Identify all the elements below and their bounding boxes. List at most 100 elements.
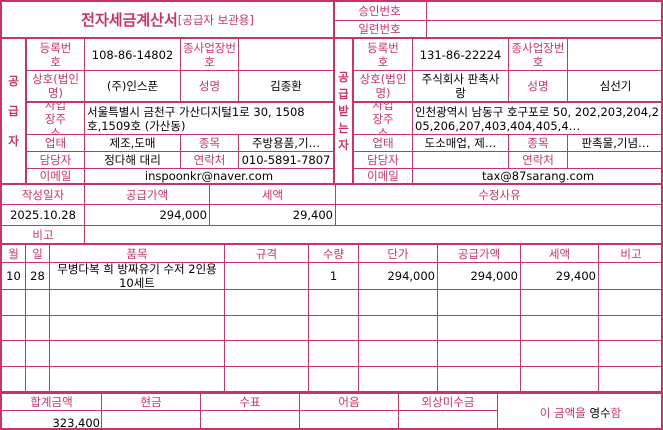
item-spec <box>225 263 309 290</box>
item-note <box>599 263 661 290</box>
empty-item-cell <box>521 290 599 316</box>
supplier-email: inspoonkr@naver.com <box>85 169 335 185</box>
buyer-biz-item-label: 종목 <box>509 135 568 152</box>
tax-amount-label: 세액 <box>210 185 336 205</box>
empty-item-cell <box>309 366 359 392</box>
supplier-contact: 010-5891-7807 <box>239 152 335 169</box>
approval-no <box>427 2 661 21</box>
buyer-manager <box>413 152 509 169</box>
col-month: 월 <box>2 245 26 263</box>
buyer-ceo-label: 성명 <box>509 71 568 103</box>
empty-item-cell <box>26 366 50 392</box>
serial-no <box>427 21 661 39</box>
buyer-reg-no-label: 등록번호 <box>354 39 413 71</box>
empty-item-cell <box>50 366 225 392</box>
buyer-sub-biz-no <box>568 39 661 71</box>
serial-no-label: 일련번호 <box>333 21 427 39</box>
empty-item-cell <box>50 315 225 341</box>
empty-item-cell <box>359 315 438 341</box>
title-sub: [공급자 보관용] <box>177 12 254 27</box>
item-unit-price: 294,000 <box>359 263 438 290</box>
bill-amount <box>300 411 399 428</box>
total-amount: 323,400 <box>2 411 102 428</box>
empty-item-cell <box>26 341 50 367</box>
supplier-biz-item-label: 종목 <box>181 135 239 152</box>
empty-item-cell <box>438 366 521 392</box>
buyer-email: tax@87sarang.com <box>413 169 661 185</box>
supplier-ceo-label: 성명 <box>181 71 239 103</box>
check-amount <box>201 411 300 428</box>
empty-item-cell <box>26 290 50 316</box>
revision-reason <box>336 205 661 226</box>
total-label: 합계금액 <box>2 392 102 411</box>
empty-item-cell <box>521 341 599 367</box>
empty-item-cell <box>309 341 359 367</box>
col-day: 일 <box>26 245 50 263</box>
supplier-sub-biz-no <box>239 39 335 71</box>
item-tax: 29,400 <box>521 263 599 290</box>
item-qty: 1 <box>309 263 359 290</box>
col-note: 비고 <box>599 245 661 263</box>
empty-item-cell <box>2 366 26 392</box>
item-supply: 294,000 <box>438 263 521 290</box>
bill-label: 어음 <box>300 392 399 411</box>
supplier-biz-type: 제조,도매 <box>85 135 181 152</box>
empty-item-cell <box>359 366 438 392</box>
empty-item-cell <box>599 290 661 316</box>
buyer-biz-item: 판촉물,기념… <box>568 135 661 152</box>
empty-item-cell <box>2 315 26 341</box>
empty-item-cell <box>225 315 309 341</box>
buyer-address: 인천광역시 남동구 호구포로 50, 202,203,204,205,206,2… <box>413 103 661 135</box>
buyer-contact <box>568 152 661 169</box>
col-tax: 세액 <box>521 245 599 263</box>
buyer-address-label: 사업장주소 <box>354 103 413 135</box>
empty-item-cell <box>50 290 225 316</box>
empty-item-cell <box>359 290 438 316</box>
supplier-company-label: 상호(법인명) <box>27 71 85 103</box>
supplier-address-label: 사업장주소 <box>27 103 85 135</box>
buyer-manager-label: 담당자 <box>354 152 413 169</box>
col-qty: 수량 <box>309 245 359 263</box>
check-label: 수표 <box>201 392 300 411</box>
buyer-contact-label: 연락처 <box>509 152 568 169</box>
cash-amount <box>102 411 201 428</box>
empty-item-cell <box>225 341 309 367</box>
supplier-biz-type-label: 업태 <box>27 135 85 152</box>
note-label: 비고 <box>2 226 85 245</box>
note <box>85 226 661 245</box>
title-main: 전자세금계산서 <box>81 10 178 29</box>
supplier-sub-biz-label: 종사업장번호 <box>181 39 239 71</box>
empty-item-cell <box>359 341 438 367</box>
supplier-email-label: 이메일 <box>27 169 85 185</box>
supplier-reg-no: 108-86-14802 <box>85 39 181 71</box>
buyer-company-label: 상호(법인명) <box>354 71 413 103</box>
issue-date: 2025.10.28 <box>2 205 85 226</box>
empty-item-cell <box>599 367 661 392</box>
date-label: 작성일자 <box>2 185 85 205</box>
buyer-biz-type-label: 업태 <box>354 135 413 152</box>
supplier-biz-item: 주방용품,기… <box>239 135 335 152</box>
buyer-ceo: 심선기 <box>568 71 661 103</box>
col-item: 품목 <box>50 245 225 263</box>
receipt-statement: 이 금액을 영수 함 <box>498 392 661 428</box>
col-unit-price: 단가 <box>359 245 438 263</box>
supplier-address: 서울특별시 금천구 가산디지털1로 30, 1508호,1509호 (가산동) <box>85 103 335 135</box>
supplier-company: (주)인스푼 <box>85 71 181 103</box>
empty-item-cell <box>50 341 225 367</box>
receipt-mark: 영수 <box>589 406 611 420</box>
col-spec: 규격 <box>225 245 309 263</box>
empty-item-cell <box>438 290 521 316</box>
empty-item-cell <box>521 366 599 392</box>
empty-item-cell <box>521 315 599 341</box>
buyer-sub-biz-label: 종사업장번호 <box>509 39 568 71</box>
empty-item-cell <box>599 316 661 341</box>
empty-item-cell <box>225 366 309 392</box>
supply-amount-label: 공급가액 <box>85 185 210 205</box>
tax-amount: 29,400 <box>210 205 336 226</box>
supplier-ceo: 김종환 <box>239 71 335 103</box>
item-month: 10 <box>2 263 26 290</box>
supplier-manager-label: 담당자 <box>27 152 85 169</box>
